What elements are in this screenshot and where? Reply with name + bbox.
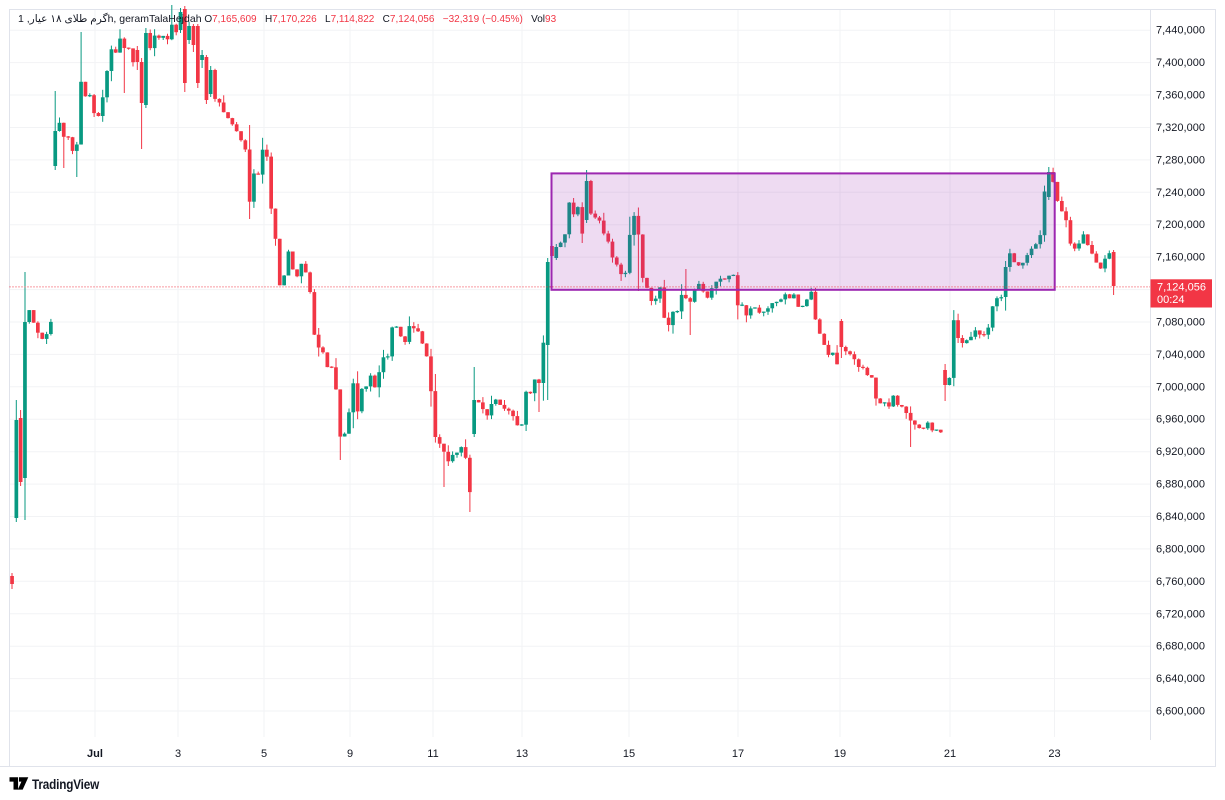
svg-text:6,680,000: 6,680,000: [1156, 641, 1205, 653]
svg-text:5: 5: [261, 748, 267, 760]
svg-text:6,840,000: 6,840,000: [1156, 511, 1205, 523]
svg-text:7,360,000: 7,360,000: [1156, 90, 1205, 102]
svg-text:7,320,000: 7,320,000: [1156, 122, 1205, 134]
svg-text:6,880,000: 6,880,000: [1156, 479, 1205, 491]
svg-text:15: 15: [623, 748, 635, 760]
svg-text:00:24: 00:24: [1157, 294, 1185, 306]
svg-text:7,160,000: 7,160,000: [1156, 252, 1205, 264]
svg-text:19: 19: [834, 748, 846, 760]
svg-text:6,960,000: 6,960,000: [1156, 414, 1205, 426]
svg-text:7,400,000: 7,400,000: [1156, 57, 1205, 69]
svg-text:6,920,000: 6,920,000: [1156, 446, 1205, 458]
svg-text:TradingView: TradingView: [32, 776, 100, 792]
svg-text:6,640,000: 6,640,000: [1156, 673, 1205, 685]
svg-text:7,200,000: 7,200,000: [1156, 219, 1205, 231]
svg-text:3: 3: [175, 748, 181, 760]
svg-text:7,080,000: 7,080,000: [1156, 317, 1205, 329]
svg-text:13: 13: [516, 748, 528, 760]
svg-text:7,280,000: 7,280,000: [1156, 154, 1205, 166]
svg-text:17: 17: [732, 748, 744, 760]
svg-text:7,440,000: 7,440,000: [1156, 25, 1205, 37]
svg-text:9: 9: [347, 748, 353, 760]
svg-text:7,240,000: 7,240,000: [1156, 187, 1205, 199]
svg-text:6,600,000: 6,600,000: [1156, 706, 1205, 718]
svg-text:7,000,000: 7,000,000: [1156, 381, 1205, 393]
svg-text:21: 21: [944, 748, 956, 760]
svg-text:11: 11: [427, 748, 438, 760]
svg-text:7,124,056: 7,124,056: [1157, 282, 1206, 294]
svg-text:7,040,000: 7,040,000: [1156, 349, 1205, 361]
svg-text:Jul: Jul: [87, 748, 103, 760]
svg-text:6,760,000: 6,760,000: [1156, 576, 1205, 588]
svg-text:6,800,000: 6,800,000: [1156, 543, 1205, 555]
svg-text:23: 23: [1048, 748, 1060, 760]
svg-text:6,720,000: 6,720,000: [1156, 608, 1205, 620]
